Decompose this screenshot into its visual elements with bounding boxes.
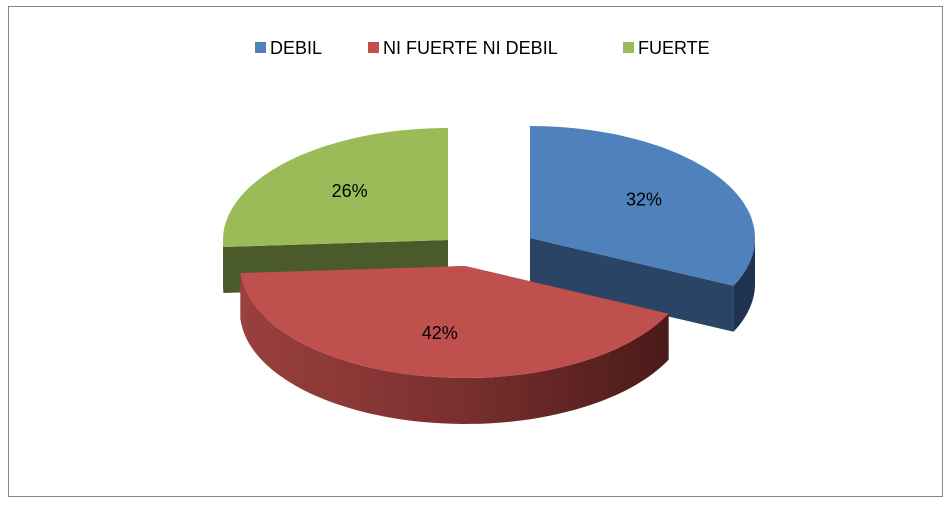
legend-label: FUERTE — [638, 38, 710, 58]
data-label: 42% — [422, 323, 458, 343]
legend-label: NI FUERTE NI DEBIL — [383, 38, 558, 58]
legend-swatch — [623, 42, 634, 53]
data-label: 26% — [332, 181, 368, 201]
legend-swatch — [368, 42, 379, 53]
legend-swatch — [255, 42, 266, 53]
data-label: 32% — [626, 190, 662, 210]
legend-label: DEBIL — [270, 38, 322, 58]
